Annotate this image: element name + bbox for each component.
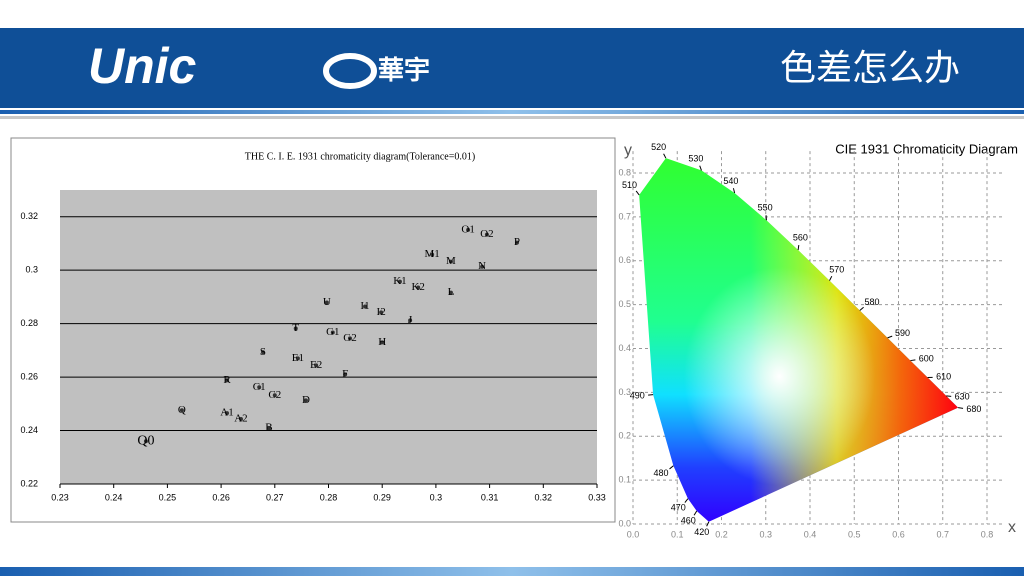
y-tick-label: 0.1 [618, 475, 631, 485]
x-tick-label: 0.1 [671, 529, 684, 539]
region-label: E1 [292, 352, 304, 364]
stripe [0, 116, 1024, 119]
region-label: T [292, 322, 299, 334]
wavelength-label: 560 [793, 233, 808, 243]
wavelength-label: 680 [966, 404, 981, 414]
x-tick-label: 0.0 [627, 529, 640, 539]
wavelength-label: 460 [681, 516, 696, 526]
x-tick-label: 0.4 [804, 529, 817, 539]
wavelength-label: 470 [671, 503, 686, 513]
region-label: A1 [220, 407, 233, 419]
x-tick-label: 0.25 [159, 492, 177, 502]
x-tick-label: 0.2 [715, 529, 728, 539]
wavelength-label: 510 [622, 180, 637, 190]
x-tick-label: 0.23 [51, 492, 69, 502]
region-label: M [446, 255, 456, 267]
region-label: Q [178, 404, 186, 416]
x-tick-label: 0.31 [481, 492, 499, 502]
wavelength-label: 540 [723, 176, 738, 186]
region-label: F [342, 368, 348, 380]
x-tick-label: 0.7 [936, 529, 949, 539]
y-tick-label: 0.6 [618, 255, 631, 265]
axis-label: y [624, 142, 632, 159]
y-tick-label: 0.22 [20, 478, 38, 488]
region-label: R [223, 374, 231, 386]
y-tick-label: 0.2 [618, 431, 631, 441]
x-tick-label: 0.33 [588, 492, 606, 502]
y-tick-label: 0.24 [20, 425, 38, 435]
region-label: M1 [425, 248, 440, 260]
y-tick-label: 0.7 [618, 211, 631, 221]
y-tick-label: 0.32 [20, 211, 38, 221]
region-label: I2 [377, 306, 386, 318]
wavelength-label: 610 [936, 372, 951, 382]
region-label: N [478, 260, 486, 272]
wavelength-label: 520 [651, 142, 666, 152]
y-tick-label: 0.4 [618, 343, 631, 353]
y-tick-label: 0.3 [25, 265, 38, 275]
slide-title: 色差怎么办 [780, 48, 960, 89]
region-label: O2 [480, 228, 493, 240]
x-tick-label: 0.3 [430, 492, 443, 502]
stripe [0, 110, 1024, 114]
wavelength-label: 630 [955, 391, 970, 401]
y-tick-label: 0.0 [618, 518, 631, 528]
region-label: B [265, 422, 272, 434]
region-label: D [302, 394, 310, 406]
x-tick-label: 0.32 [535, 492, 553, 502]
x-tick-label: 0.3 [759, 529, 772, 539]
region-label: P [514, 236, 520, 248]
chart-title: THE C. I. E. 1931 chromaticity diagram(T… [245, 151, 475, 162]
logo-cn: 華宇 [378, 55, 430, 85]
wavelength-label: 530 [688, 154, 703, 164]
x-tick-label: 0.26 [212, 492, 230, 502]
logo: Unic [88, 38, 197, 94]
wavelength-label: 480 [654, 468, 669, 478]
region-label: S [260, 346, 266, 358]
chart-title: CIE 1931 Chromaticity Diagram [835, 141, 1018, 156]
region-label: K1 [393, 275, 406, 287]
region-label: O1 [461, 223, 474, 235]
axis-label: x [1008, 519, 1016, 536]
y-tick-label: 0.26 [20, 371, 38, 381]
x-tick-label: 0.29 [373, 492, 391, 502]
region-label: L [448, 286, 455, 298]
y-tick-label: 0.28 [20, 318, 38, 328]
wavelength-label: 600 [919, 353, 934, 363]
region-label: A2 [234, 413, 247, 425]
locus-tick [910, 360, 915, 361]
wavelength-label: 580 [864, 297, 879, 307]
x-tick-label: 0.27 [266, 492, 284, 502]
region-label: K2 [411, 281, 424, 293]
x-tick-label: 0.5 [848, 529, 861, 539]
region-label: C2 [268, 389, 281, 401]
wavelength-label: 590 [895, 328, 910, 338]
wavelength-label: 550 [758, 203, 773, 213]
region-label: G1 [326, 326, 339, 338]
y-tick-label: 0.5 [618, 299, 631, 309]
x-tick-label: 0.24 [105, 492, 123, 502]
region-label: J [408, 314, 413, 326]
region-label: C1 [253, 381, 266, 393]
region-label: U [323, 296, 331, 308]
x-tick-label: 0.28 [320, 492, 338, 502]
region-label: G2 [343, 332, 356, 344]
region-label: Q0 [137, 433, 154, 448]
footer-stripe [0, 567, 1024, 576]
wavelength-label: 490 [630, 390, 645, 400]
wavelength-label: 570 [829, 264, 844, 274]
region-label: I1 [360, 300, 369, 312]
x-tick-label: 0.6 [892, 529, 905, 539]
region-label: E2 [310, 359, 322, 371]
region-label: H [378, 336, 386, 348]
locus-tick [648, 395, 653, 396]
y-tick-label: 0.8 [618, 167, 631, 177]
wavelength-label: 420 [694, 527, 709, 537]
x-tick-label: 0.8 [981, 529, 994, 539]
